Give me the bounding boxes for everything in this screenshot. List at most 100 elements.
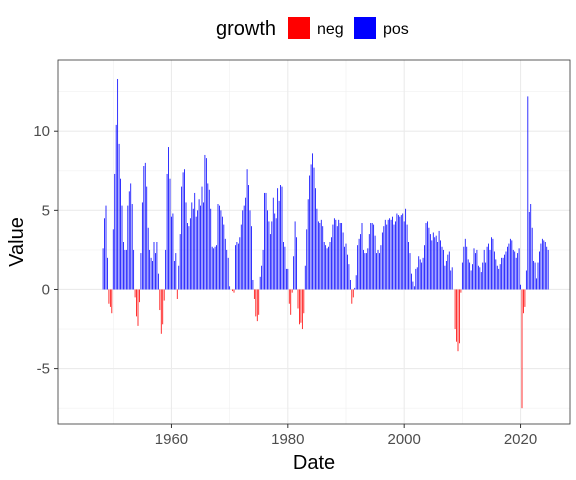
bar-pos bbox=[376, 253, 377, 290]
bar-pos bbox=[361, 223, 363, 290]
bar-pos bbox=[396, 213, 398, 290]
bar-pos bbox=[195, 216, 197, 290]
bar-pos bbox=[287, 268, 289, 290]
bar-neg bbox=[255, 289, 257, 317]
bar-pos bbox=[541, 238, 543, 290]
bar-pos bbox=[317, 221, 319, 290]
bar-pos bbox=[123, 242, 124, 290]
bar-neg bbox=[160, 289, 162, 334]
bar-neg bbox=[253, 289, 255, 299]
bar-pos bbox=[518, 248, 520, 290]
bar-pos bbox=[251, 226, 252, 290]
bar-pos bbox=[307, 199, 309, 290]
bar-pos bbox=[476, 249, 478, 290]
bar-pos bbox=[505, 251, 507, 290]
bar-pos bbox=[104, 218, 105, 290]
bar-pos bbox=[441, 246, 443, 290]
bar-neg bbox=[303, 289, 305, 314]
bar-pos bbox=[184, 169, 185, 290]
bar-pos bbox=[384, 219, 386, 290]
bar-pos bbox=[204, 154, 206, 290]
bar-pos bbox=[536, 278, 537, 290]
bar-pos bbox=[425, 223, 427, 290]
bar-pos bbox=[144, 162, 146, 290]
bar-pos bbox=[390, 219, 392, 290]
bar-pos bbox=[341, 223, 343, 290]
bar-pos bbox=[440, 240, 441, 290]
bar-pos bbox=[155, 253, 156, 290]
bar-pos bbox=[114, 173, 116, 290]
bar-pos bbox=[345, 243, 347, 290]
bar-neg bbox=[233, 289, 235, 293]
bar-pos bbox=[528, 211, 530, 290]
bar-pos bbox=[316, 208, 318, 290]
bar-pos bbox=[315, 188, 316, 290]
bar-pos bbox=[499, 264, 501, 290]
bar-pos bbox=[470, 270, 472, 290]
bar-pos bbox=[320, 219, 322, 290]
bar-pos bbox=[157, 273, 159, 290]
legend-label-neg: neg bbox=[317, 21, 344, 38]
bar-pos bbox=[509, 238, 511, 290]
bar-pos bbox=[172, 213, 174, 290]
bar-pos bbox=[322, 226, 324, 290]
bar-pos bbox=[393, 224, 395, 290]
bar-pos bbox=[363, 249, 364, 290]
bar-neg bbox=[454, 289, 456, 330]
bars bbox=[102, 78, 549, 409]
bar-pos bbox=[205, 158, 207, 290]
bar-pos bbox=[380, 245, 382, 290]
bar-neg bbox=[457, 289, 459, 352]
bar-pos bbox=[466, 246, 468, 290]
bar-pos bbox=[229, 286, 231, 290]
bar-pos bbox=[207, 183, 209, 290]
bar-pos bbox=[211, 246, 213, 290]
bar-pos bbox=[141, 202, 143, 290]
bar-pos bbox=[533, 260, 535, 290]
bar-pos bbox=[274, 213, 276, 290]
bar-pos bbox=[181, 186, 183, 290]
bar-pos bbox=[377, 249, 379, 290]
bar-pos bbox=[488, 243, 489, 290]
x-tick-label: 2000 bbox=[387, 431, 420, 448]
bar-pos bbox=[413, 286, 415, 290]
bar-pos bbox=[189, 218, 191, 290]
bar-pos bbox=[469, 262, 471, 290]
bar-pos bbox=[271, 221, 273, 290]
bar-pos bbox=[208, 189, 210, 290]
bar-neg bbox=[290, 289, 292, 315]
bar-pos bbox=[220, 210, 222, 290]
bar-neg bbox=[162, 289, 164, 325]
bar-pos bbox=[525, 270, 527, 290]
bar-pos bbox=[445, 260, 447, 290]
bar-pos bbox=[355, 275, 357, 290]
bar-pos bbox=[239, 237, 241, 290]
bar-pos bbox=[531, 227, 533, 290]
bar-pos bbox=[168, 147, 169, 290]
bar-pos bbox=[547, 249, 549, 290]
bar-pos bbox=[294, 221, 296, 290]
bar-neg bbox=[111, 289, 113, 314]
bar-pos bbox=[319, 223, 321, 290]
y-tick-label: 5 bbox=[42, 202, 50, 219]
bar-pos bbox=[338, 219, 340, 290]
bar-pos bbox=[477, 265, 479, 290]
bar-pos bbox=[223, 224, 225, 290]
bar-pos bbox=[226, 249, 228, 290]
bar-pos bbox=[192, 208, 194, 290]
bar-pos bbox=[360, 234, 361, 290]
bar-pos bbox=[418, 256, 420, 290]
bar-pos bbox=[133, 249, 135, 290]
bar-pos bbox=[479, 267, 481, 290]
bar-pos bbox=[464, 238, 466, 290]
bar-pos bbox=[412, 281, 414, 290]
bar-pos bbox=[498, 268, 500, 290]
bar-neg bbox=[300, 289, 302, 323]
bar-pos bbox=[443, 249, 444, 290]
bar-pos bbox=[422, 257, 424, 290]
bar-pos bbox=[451, 267, 453, 290]
bar-pos bbox=[397, 215, 399, 290]
bar-pos bbox=[419, 259, 421, 290]
bar-pos bbox=[493, 251, 495, 290]
bar-pos bbox=[395, 221, 396, 290]
